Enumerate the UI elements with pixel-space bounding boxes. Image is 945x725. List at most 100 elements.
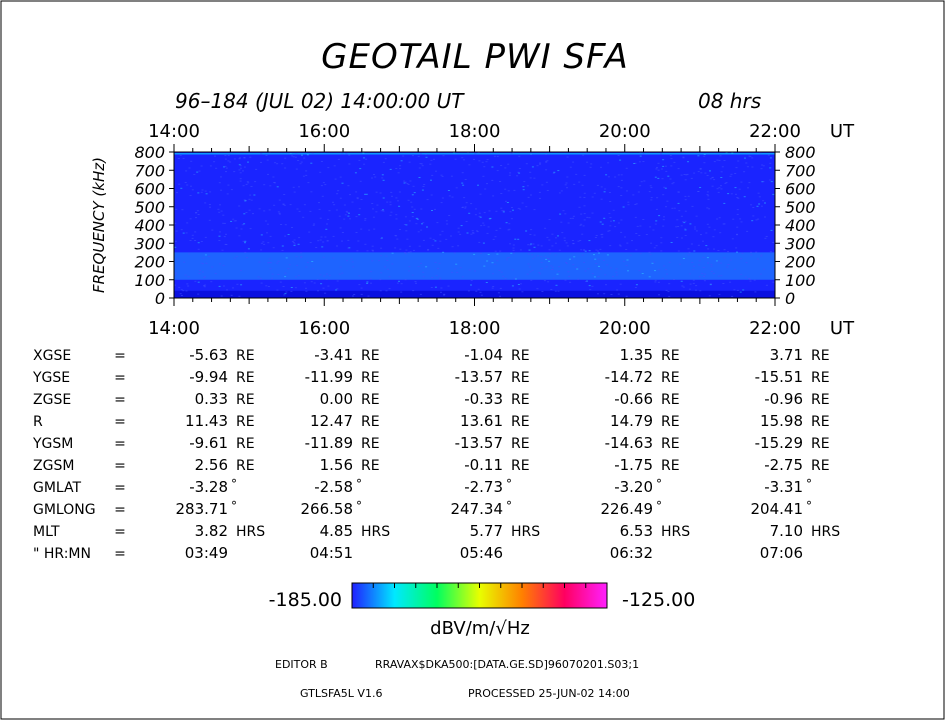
noise-pixel [239,180,242,182]
noise-pixel [576,268,579,270]
noise-pixel [243,157,246,159]
noise-pixel [238,205,241,207]
noise-pixel [528,249,531,251]
noise-pixel [590,163,593,165]
noise-pixel [545,266,548,268]
noise-pixel [239,167,242,169]
noise-pixel [332,257,335,259]
noise-pixel [700,172,703,174]
noise-pixel [701,272,704,274]
noise-pixel [184,182,187,183]
noise-pixel [459,233,462,235]
noise-pixel [293,239,296,241]
noise-pixel [176,192,178,194]
noise-pixel [626,259,629,261]
noise-pixel [266,232,268,234]
noise-pixel [238,295,241,297]
ephemeris-value: 04:51 [310,544,353,562]
noise-pixel [324,236,327,238]
noise-pixel [737,160,740,162]
noise-pixel [229,161,232,163]
noise-pixel [292,242,295,244]
noise-pixel [180,295,183,296]
noise-pixel [372,216,375,218]
noise-pixel [174,240,177,242]
noise-pixel [668,261,671,263]
noise-pixel [702,240,704,242]
noise-pixel [660,153,662,155]
noise-pixel [380,255,383,257]
noise-pixel [719,155,722,157]
noise-pixel [697,191,700,192]
noise-pixel [457,227,460,229]
noise-pixel [767,154,770,156]
noise-pixel [707,198,710,200]
noise-pixel [638,235,641,236]
noise-pixel [305,290,308,292]
ephemeris-eq: = [114,458,126,474]
noise-pixel [616,289,619,291]
noise-pixel [183,261,186,263]
noise-pixel [497,292,500,294]
noise-pixel [579,196,582,198]
noise-pixel [187,276,190,278]
noise-pixel [495,210,498,212]
program-version: GTLSFA5L V1.6 [300,687,382,700]
noise-pixel [411,212,414,213]
noise-pixel [739,291,742,293]
noise-pixel [233,171,236,173]
noise-pixel [655,245,658,247]
ephemeris-label: YGSE [32,370,70,386]
noise-pixel [276,186,279,188]
noise-pixel [178,286,181,288]
ephemeris-value: 226.49 [601,500,654,518]
noise-pixel [753,279,756,281]
noise-pixel [404,216,407,218]
noise-pixel [288,264,291,266]
noise-pixel [516,175,519,177]
noise-pixel [703,162,706,164]
noise-pixel [176,258,179,260]
ephemeris-unit: RE [661,392,680,408]
noise-pixel [470,279,473,281]
ephemeris-unit: RE [361,414,380,430]
noise-pixel [295,153,298,155]
noise-pixel [616,274,618,276]
noise-pixel [478,215,481,217]
editor-label: EDITOR B [275,658,328,671]
noise-pixel [464,179,467,180]
noise-pixel [450,175,453,177]
noise-pixel [543,280,546,282]
noise-pixel [303,282,306,284]
noise-pixel [193,174,196,175]
noise-pixel [352,295,354,297]
noise-pixel [468,212,471,214]
noise-pixel [349,218,351,220]
noise-pixel [558,192,561,194]
noise-pixel [445,220,448,222]
noise-pixel [707,195,710,197]
noise-pixel [220,295,223,297]
noise-pixel [224,155,227,156]
noise-pixel [654,176,657,178]
noise-pixel [322,287,325,289]
noise-pixel [636,225,639,227]
y-tick-label-left: 600 [134,180,165,199]
noise-pixel [663,265,666,267]
noise-pixel [245,183,248,185]
noise-pixel [391,263,394,265]
noise-pixel [482,242,485,244]
y-tick-label-right: 200 [785,253,816,272]
ephemeris-value: -2.73 [464,478,503,496]
noise-pixel [650,199,653,201]
noise-pixel [529,271,532,273]
noise-pixel [296,264,299,266]
noise-pixel [403,182,406,184]
noise-pixel [772,281,775,283]
noise-pixel [415,223,418,225]
noise-pixel [238,235,241,237]
noise-pixel [663,216,665,218]
noise-pixel [673,161,676,163]
noise-pixel [483,166,486,168]
noise-pixel [657,281,660,283]
